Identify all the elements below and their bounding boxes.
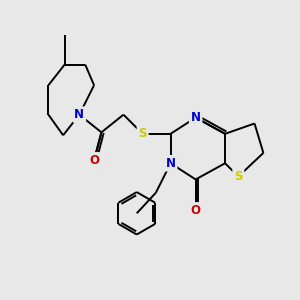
Text: N: N [190, 111, 201, 124]
Text: S: S [234, 170, 243, 183]
Text: O: O [190, 204, 201, 217]
Text: O: O [89, 154, 99, 167]
Text: N: N [74, 108, 84, 121]
Text: N: N [166, 157, 176, 170]
Text: S: S [138, 127, 147, 140]
